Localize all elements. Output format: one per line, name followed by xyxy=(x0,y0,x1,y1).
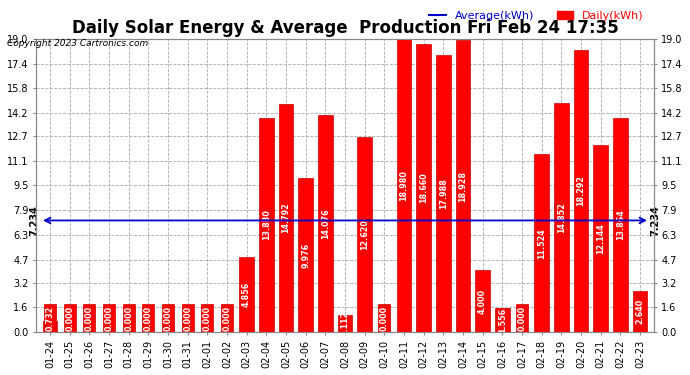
Text: 0.000: 0.000 xyxy=(222,306,231,331)
Legend: Average(kWh), Daily(kWh): Average(kWh), Daily(kWh) xyxy=(425,6,648,26)
Bar xyxy=(298,178,313,332)
Text: 18.980: 18.980 xyxy=(400,170,408,201)
Text: 1.556: 1.556 xyxy=(498,308,507,333)
Text: 4.000: 4.000 xyxy=(478,289,487,314)
Text: 14.792: 14.792 xyxy=(282,202,290,233)
Bar xyxy=(43,321,57,332)
Bar xyxy=(337,315,353,332)
Text: 12.144: 12.144 xyxy=(596,223,605,254)
Text: 14.852: 14.852 xyxy=(557,202,566,233)
Bar xyxy=(279,104,293,332)
Bar xyxy=(573,50,589,332)
Bar xyxy=(397,39,411,332)
Bar xyxy=(633,291,647,332)
Text: 0.000: 0.000 xyxy=(144,306,152,331)
Bar xyxy=(534,154,549,332)
Text: 4.856: 4.856 xyxy=(242,282,251,307)
Text: 0.000: 0.000 xyxy=(124,306,133,331)
Bar xyxy=(259,118,274,332)
Bar xyxy=(416,44,431,332)
Title: Daily Solar Energy & Average  Production Fri Feb 24 17:35: Daily Solar Energy & Average Production … xyxy=(72,20,618,38)
Bar xyxy=(554,103,569,332)
Text: 11.524: 11.524 xyxy=(538,228,546,258)
Bar xyxy=(593,145,608,332)
Bar xyxy=(239,257,254,332)
Text: 0.000: 0.000 xyxy=(65,306,74,331)
Text: 18.660: 18.660 xyxy=(419,173,428,204)
Text: 0.000: 0.000 xyxy=(164,306,172,331)
Text: 17.988: 17.988 xyxy=(439,178,448,209)
Text: 0.000: 0.000 xyxy=(518,306,526,331)
Text: 7.234: 7.234 xyxy=(29,205,39,236)
Text: 12.620: 12.620 xyxy=(360,219,369,250)
Text: 14.076: 14.076 xyxy=(321,208,330,239)
Text: 1.112: 1.112 xyxy=(340,311,350,336)
Text: 0.000: 0.000 xyxy=(380,306,389,331)
Text: 0.000: 0.000 xyxy=(104,306,113,331)
Text: 9.976: 9.976 xyxy=(301,243,310,268)
Text: 0.000: 0.000 xyxy=(183,306,192,331)
Bar xyxy=(495,308,510,332)
Bar xyxy=(318,115,333,332)
Text: 13.880: 13.880 xyxy=(262,210,271,240)
Text: 7.234: 7.234 xyxy=(651,205,661,236)
Text: Copyright 2023 Cartronics.com: Copyright 2023 Cartronics.com xyxy=(7,39,148,48)
Text: 0.000: 0.000 xyxy=(85,306,94,331)
Bar xyxy=(455,40,471,332)
Text: 2.640: 2.640 xyxy=(635,299,644,324)
Text: 18.928: 18.928 xyxy=(459,171,468,201)
Text: 13.864: 13.864 xyxy=(616,210,625,240)
Text: 0.732: 0.732 xyxy=(46,306,55,331)
Text: 0.000: 0.000 xyxy=(203,306,212,331)
Bar xyxy=(613,118,628,332)
Bar xyxy=(475,270,490,332)
Bar xyxy=(357,137,372,332)
Text: 18.292: 18.292 xyxy=(577,176,586,207)
Bar xyxy=(436,54,451,332)
